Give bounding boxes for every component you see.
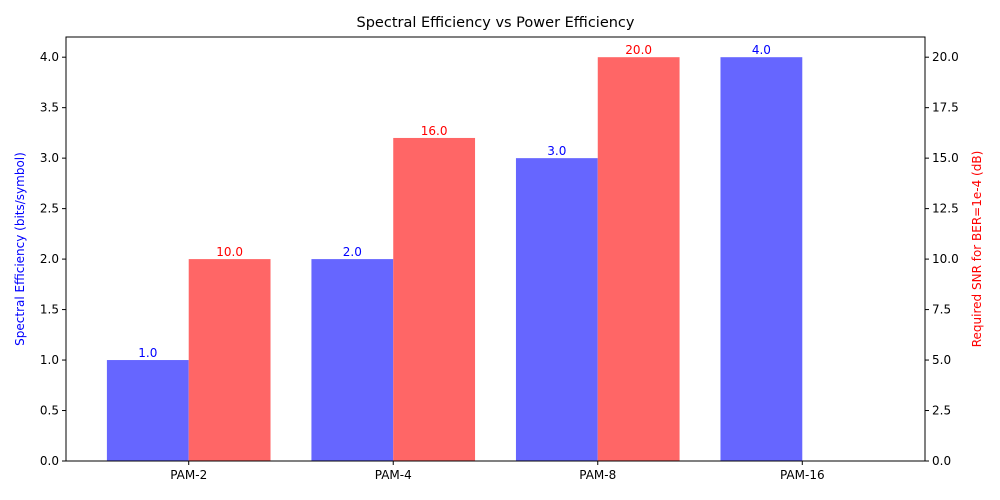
y-right-tick-label: 2.5 (932, 404, 951, 418)
data-label-required-snr: 20.0 (625, 43, 652, 57)
y-right-tick-label: 17.5 (932, 101, 959, 115)
y-left-tick-label: 3.0 (40, 151, 59, 165)
data-label-spectral-efficiency: 4.0 (752, 43, 771, 57)
bar-required-snr (597, 57, 680, 461)
y-right-tick-label: 10.0 (932, 252, 959, 266)
y-right-tick-label: 15.0 (932, 151, 959, 165)
y-left-axis-label: Spectral Efficiency (bits/symbol) (13, 152, 27, 346)
x-tick-label: PAM-16 (780, 468, 825, 482)
y-right-tick-label: 20.0 (932, 50, 959, 64)
plot-frame (65, 36, 926, 462)
y-left-tick-label: 4.0 (40, 50, 59, 64)
data-label-spectral-efficiency: 3.0 (547, 144, 566, 158)
y-left-tick-label: 0.5 (40, 404, 59, 418)
bar-spectral-efficiency (720, 57, 803, 461)
y-left-tick-label: 1.5 (40, 303, 59, 317)
y-right-axis-label: Required SNR for BER=1e-4 (dB) (970, 151, 984, 348)
bar-required-snr (393, 137, 476, 461)
y-left-tick-label: 0.0 (40, 454, 59, 468)
x-tick-label: PAM-2 (170, 468, 207, 482)
data-label-required-snr: 16.0 (421, 124, 448, 138)
y-right-tick-label: 0.0 (932, 454, 951, 468)
bar-required-snr (188, 259, 271, 461)
y-left-tick-label: 3.5 (40, 101, 59, 115)
y-left-tick-label: 2.0 (40, 252, 59, 266)
x-tick-label: PAM-4 (375, 468, 412, 482)
bar-spectral-efficiency (515, 158, 598, 461)
y-right-tick-label: 12.5 (932, 202, 959, 216)
bar-spectral-efficiency (106, 360, 189, 461)
bar-spectral-efficiency (311, 259, 394, 461)
y-right-tick-label: 7.5 (932, 303, 951, 317)
data-label-spectral-efficiency: 2.0 (343, 245, 362, 259)
data-label-required-snr: 10.0 (216, 245, 243, 259)
y-left-tick-label: 1.0 (40, 353, 59, 367)
y-left-tick-label: 2.5 (40, 202, 59, 216)
y-right-tick-label: 5.0 (932, 353, 951, 367)
data-label-spectral-efficiency: 1.0 (138, 346, 157, 360)
x-tick-label: PAM-8 (579, 468, 616, 482)
chart-title: Spectral Efficiency vs Power Efficiency (357, 15, 635, 31)
